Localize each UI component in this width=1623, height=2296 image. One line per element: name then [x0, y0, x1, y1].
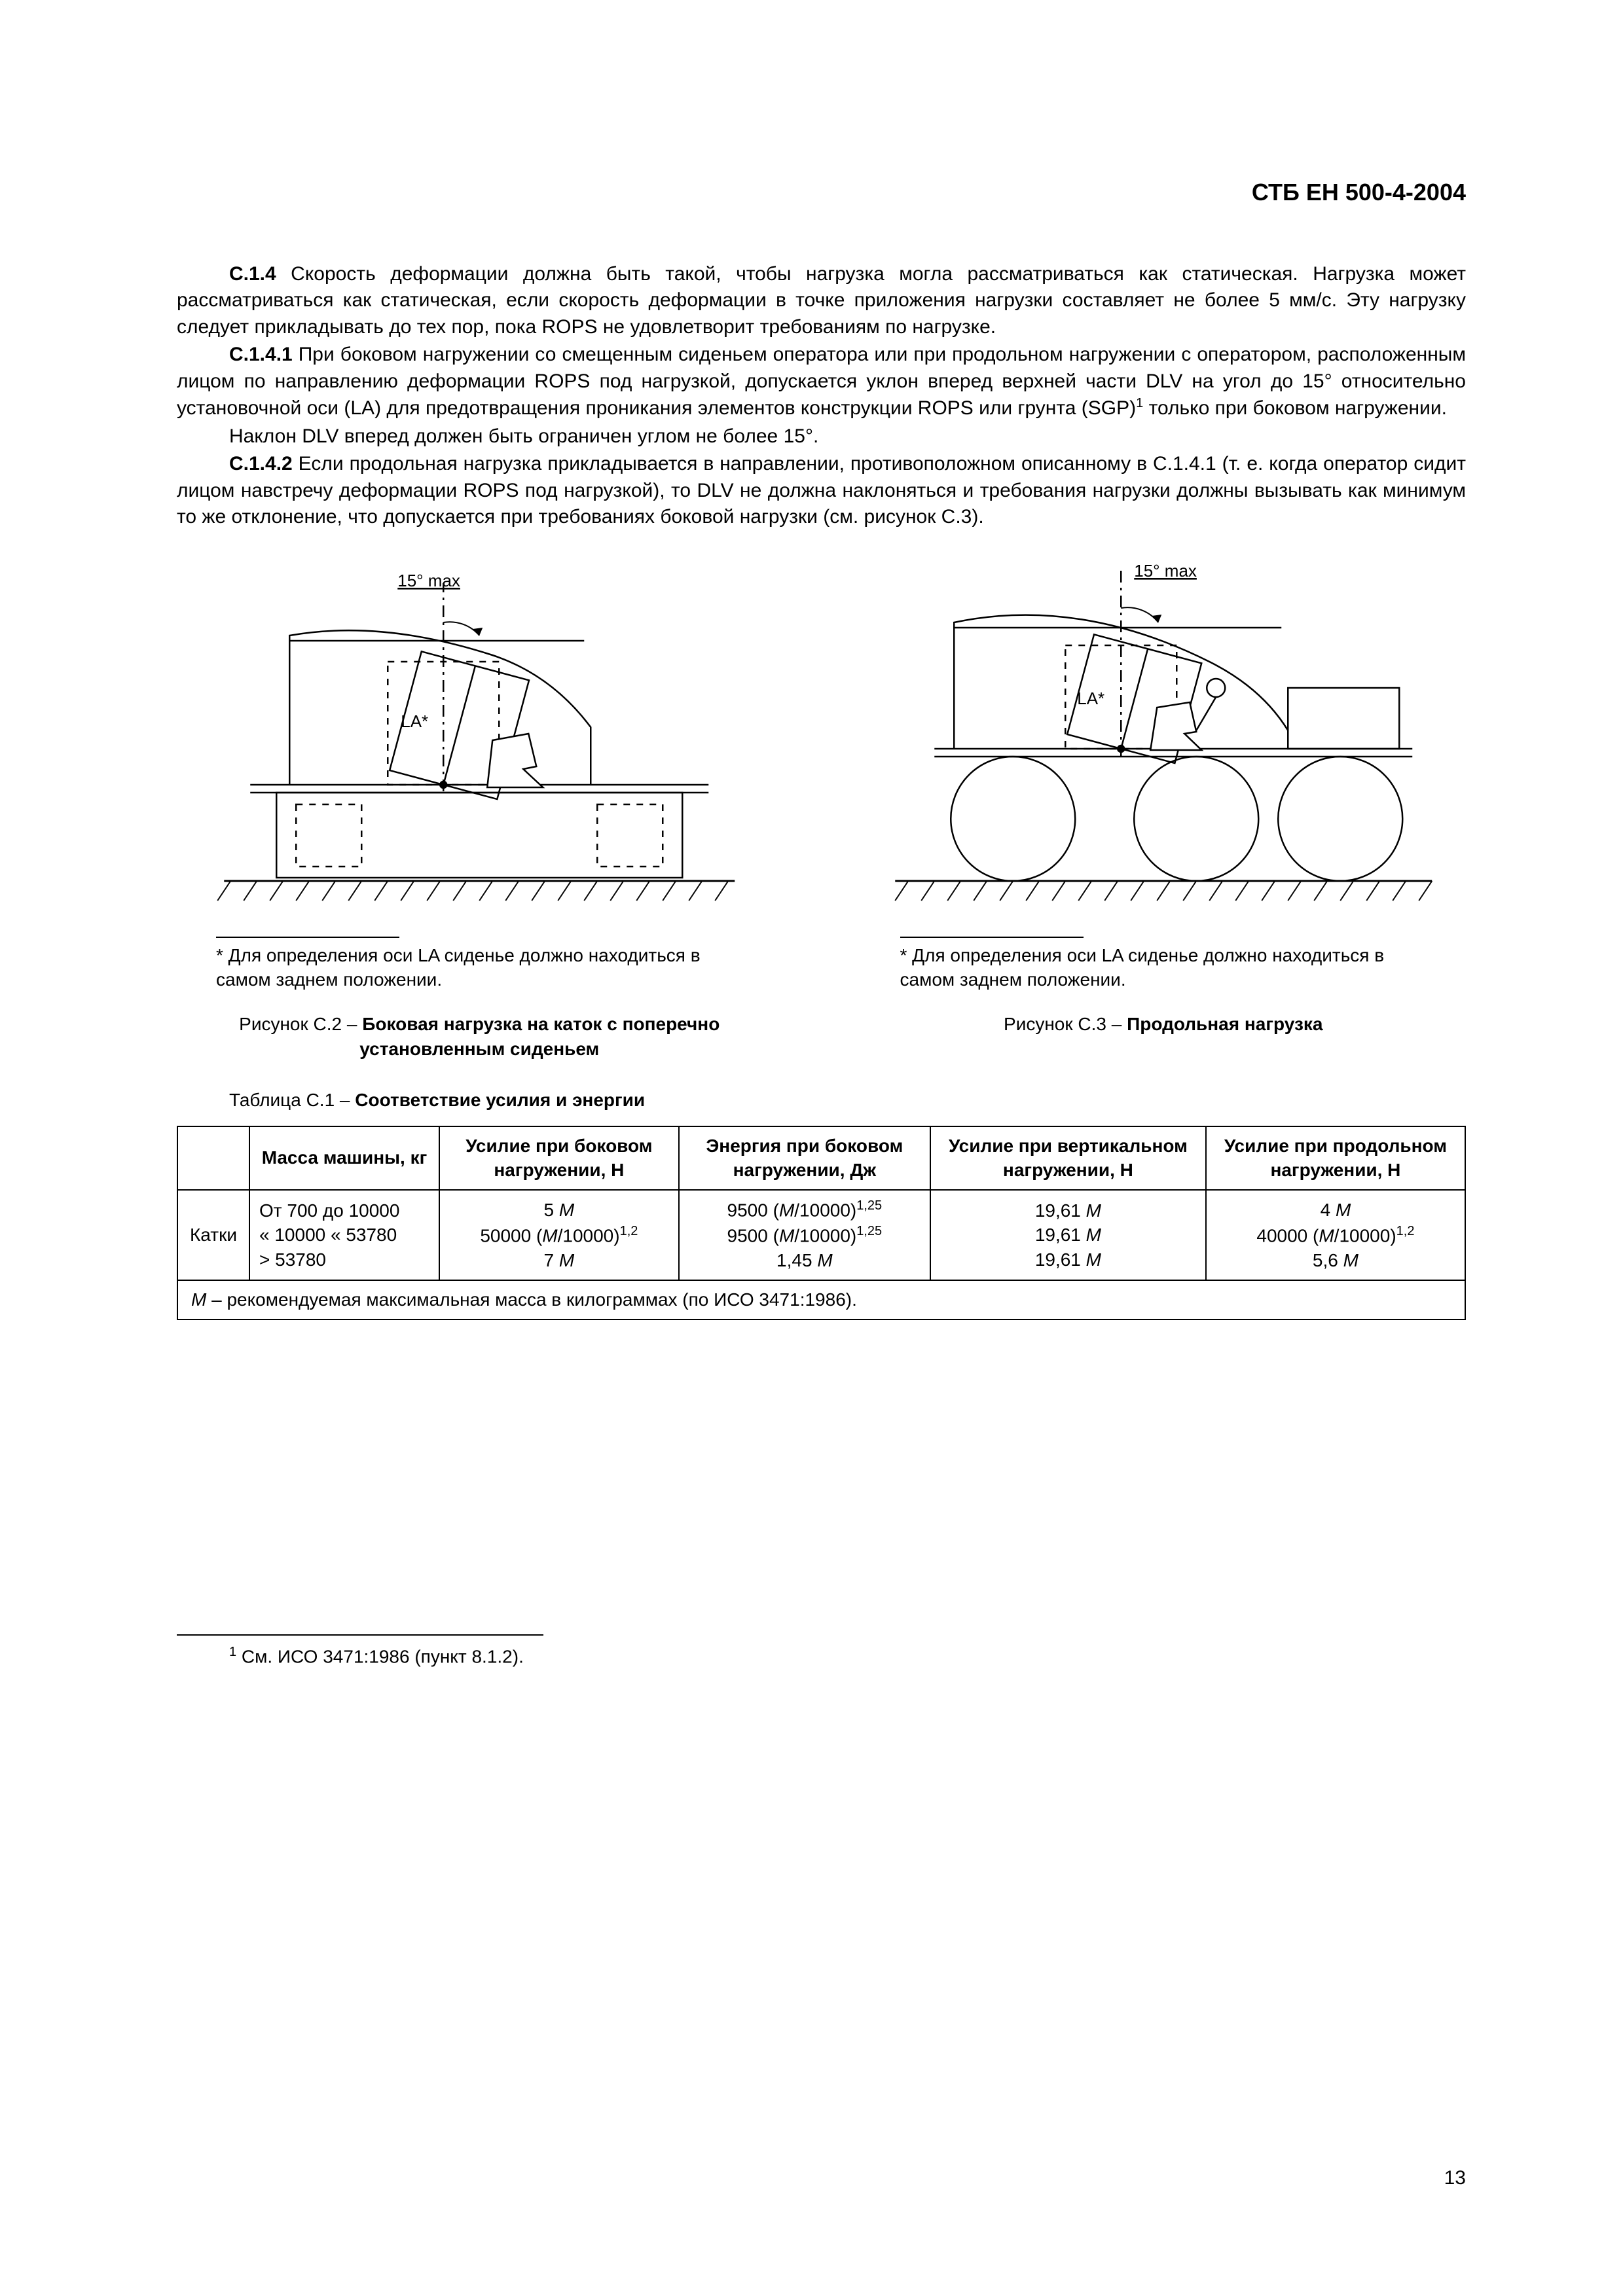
table-caption-bold: Соответствие усилия и энергии — [355, 1090, 645, 1110]
td-mass: От 700 до 10000 « 10000 « 53780 > 53780 — [249, 1190, 439, 1280]
table-row: Катки От 700 до 10000 « 10000 « 53780 > … — [177, 1190, 1465, 1280]
td-note: M – рекомендуемая максимальная масса в к… — [177, 1280, 1465, 1319]
M: M — [559, 1250, 574, 1270]
figure-c3: 15° max LA* * Для определения оси LA сид… — [861, 557, 1467, 1062]
para-c141: С.1.4.1 При боковом нагружении со смещен… — [177, 342, 1466, 422]
text-c141-tail: только при боковом нагружении. — [1143, 397, 1447, 419]
M: M — [779, 1200, 794, 1221]
footnote-rule — [177, 1634, 543, 1636]
fig-c2-caption: Рисунок С.2 – Боковая нагрузка на каток … — [177, 1012, 782, 1062]
M: M — [1086, 1225, 1101, 1245]
table-caption: Таблица С.1 – Соответствие усилия и энер… — [177, 1088, 1466, 1113]
footnote: 1 См. ИСО 3471:1986 (пункт 8.1.2). — [177, 1643, 1466, 1669]
td-rowlabel: Катки — [177, 1190, 249, 1280]
lo-r2b: /10000) — [1334, 1225, 1396, 1246]
lo-r1: 4 — [1321, 1200, 1336, 1220]
lo-r2e: 1,2 — [1396, 1224, 1415, 1238]
lf-r2a: 50000 ( — [480, 1225, 542, 1246]
M: M — [1336, 1200, 1351, 1220]
fig-c3-note: * Для определения оси LA сиденье должно … — [861, 943, 1467, 993]
th-5: Усилие при продольном нагружении, Н — [1206, 1126, 1465, 1191]
M: M — [1343, 1250, 1359, 1270]
M: M — [559, 1200, 574, 1220]
mass-r2: « 10000 « 53780 — [259, 1225, 397, 1245]
fig-c2-note-rule — [216, 937, 399, 938]
table-row: M – рекомендуемая максимальная масса в к… — [177, 1280, 1465, 1319]
text-c14: Скорость деформации должна быть такой, ч… — [177, 263, 1466, 338]
label-c141: С.1.4.1 — [229, 344, 293, 365]
td-vert: 19,61 M 19,61 M 19,61 M — [930, 1190, 1206, 1280]
table-note-text: – рекомендуемая максимальная масса в кил… — [206, 1289, 857, 1310]
M: M — [1086, 1200, 1101, 1221]
label-c142: С.1.4.2 — [229, 453, 293, 475]
text-c142: Если продольная нагрузка прикладывается … — [177, 453, 1466, 528]
td-latforce: 5 M 50000 (M/10000)1,2 7 M — [439, 1190, 679, 1280]
le-r1e: 1,25 — [856, 1198, 882, 1213]
svg-text:LA*: LA* — [1077, 689, 1104, 708]
fig-c2-caption-bold: Боковая нагрузка на каток с поперечно ус… — [359, 1014, 720, 1059]
lo-r2a: 40000 ( — [1256, 1225, 1319, 1246]
fig-c3-caption: Рисунок С.3 – Продольная нагрузка — [1004, 1012, 1322, 1037]
figures-row: 15° max LA* * Для определения оси LA сид… — [177, 557, 1466, 1062]
M: M — [191, 1289, 206, 1310]
le-r2b: /10000) — [794, 1226, 856, 1246]
le-r1a: 9500 ( — [727, 1200, 779, 1221]
table-c1: Масса машины, кг Усилие при боковом нагр… — [177, 1126, 1466, 1320]
th-3: Энергия при боковом нагружении, Дж — [679, 1126, 930, 1191]
figure-c2-svg: 15° max LA* — [177, 557, 782, 924]
M: M — [542, 1225, 557, 1246]
M: M — [779, 1226, 794, 1246]
svg-text:15° max: 15° max — [1134, 561, 1197, 581]
para-c142: С.1.4.2 Если продольная нагрузка приклад… — [177, 451, 1466, 531]
footnote-text: См. ИСО 3471:1986 (пункт 8.1.2). — [236, 1646, 524, 1666]
le-r3: 1,45 — [776, 1250, 817, 1270]
fig-c2-note: * Для определения оси LA сиденье должно … — [177, 943, 782, 993]
footnote-marker: 1 — [229, 1645, 236, 1659]
mass-r1: От 700 до 10000 — [259, 1200, 399, 1221]
v-r1: 19,61 — [1035, 1200, 1086, 1221]
fig-c3-caption-pre: Рисунок С.3 – — [1004, 1014, 1127, 1034]
v-r2: 19,61 — [1035, 1225, 1086, 1245]
lf-r1: 5 — [544, 1200, 559, 1220]
fig-c3-note-rule — [900, 937, 1084, 938]
td-latener: 9500 (M/10000)1,25 9500 (M/10000)1,25 1,… — [679, 1190, 930, 1280]
lf-r2e: 1,2 — [620, 1224, 638, 1238]
th-0 — [177, 1126, 249, 1191]
th-2: Усилие при боковом нагружении, Н — [439, 1126, 679, 1191]
mass-r3: > 53780 — [259, 1249, 326, 1270]
figure-c3-svg: 15° max LA* — [861, 557, 1467, 924]
le-r2a: 9500 ( — [727, 1226, 779, 1246]
le-r2e: 1,25 — [856, 1224, 882, 1238]
fig-c3-caption-bold: Продольная нагрузка — [1127, 1014, 1322, 1034]
lf-r2b: /10000) — [558, 1225, 620, 1246]
le-r1b: /10000) — [794, 1200, 856, 1221]
svg-text:15° max: 15° max — [397, 571, 460, 590]
th-1: Масса машины, кг — [249, 1126, 439, 1191]
lo-r3: 5,6 — [1313, 1250, 1343, 1270]
figure-c2: 15° max LA* * Для определения оси LA сид… — [177, 557, 782, 1062]
label-c14: С.1.4 — [229, 263, 276, 285]
table-row: Масса машины, кг Усилие при боковом нагр… — [177, 1126, 1465, 1191]
table-caption-pre: Таблица С.1 – — [229, 1090, 355, 1110]
para-c141-line2: Наклон DLV вперед должен быть ограничен … — [177, 423, 1466, 450]
td-long: 4 M 40000 (M/10000)1,2 5,6 M — [1206, 1190, 1465, 1280]
page-number: 13 — [1444, 2165, 1466, 2192]
fnref-1: 1 — [1136, 396, 1143, 410]
fig-c2-caption-pre: Рисунок С.2 – — [239, 1014, 362, 1034]
para-c14: С.1.4 Скорость деформации должна быть та… — [177, 261, 1466, 341]
th-4: Усилие при вертикальном нагружении, Н — [930, 1126, 1206, 1191]
M: M — [1086, 1249, 1101, 1270]
svg-text:LA*: LA* — [401, 711, 428, 731]
v-r3: 19,61 — [1035, 1249, 1086, 1270]
M: M — [1319, 1225, 1334, 1246]
doc-header: СТБ ЕН 500-4-2004 — [177, 177, 1466, 209]
M: M — [817, 1250, 832, 1270]
lf-r3: 7 — [544, 1250, 559, 1270]
